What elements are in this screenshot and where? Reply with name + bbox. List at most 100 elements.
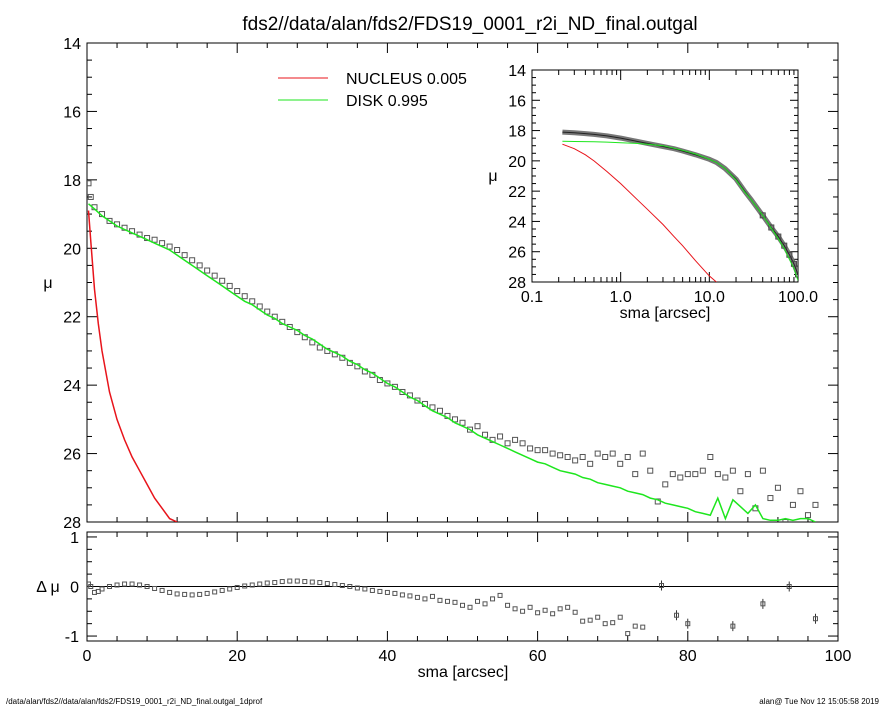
main-ylabel: μ [43,275,52,292]
footer-right-timestamp: alan@ Tue Nov 12 15:05:58 2019 [759,697,879,706]
residual-point [129,581,135,587]
footer-left-path: /data/alan/fds2//data/alan/fds2/FDS19_00… [6,697,263,706]
residual-xlabel: sma [arcsec] [418,664,509,681]
residual-ytick-label: 1 [70,530,79,547]
residual-point [467,604,473,610]
main-data-point [684,471,691,478]
main-data-point [226,282,233,289]
inset-line-disk [562,140,798,281]
main-data-point [512,436,519,443]
residual-point [512,606,518,612]
residual-point [595,614,601,620]
residual-point [99,586,105,592]
residual-point [812,616,818,622]
residual-series [87,578,818,637]
inset-ytick-label: 14 [508,63,526,80]
main-data-point [241,293,248,300]
main-data-point [602,453,609,460]
main-data-point [159,240,166,247]
main-data-point [256,303,263,310]
residual-point [632,623,638,629]
main-data-point [572,457,579,464]
inset-series [562,129,798,282]
inset-xtick-label: 1.0 [610,289,632,306]
residual-point [347,584,353,589]
residual-point [242,583,248,589]
inset-panel: 14 16 18 20 22 24 26 280.1 1.0 10.0 100.0 sma [arcs… [488,63,818,322]
residual-ylabel: Δ μ [36,579,59,596]
residual-point [339,583,345,589]
main-data-point [106,217,113,224]
residual-xtick-label: 40 [379,648,397,665]
main-ytick-label: 14 [63,36,81,53]
residual-point [565,604,571,610]
residual-point [659,583,665,589]
main-data-point [497,433,504,440]
residual-point [760,601,766,607]
main-data-point [414,397,421,404]
main-data-point [166,243,173,250]
residual-point [317,580,323,586]
residual-point [279,579,285,585]
main-data-point [534,447,541,454]
residual-xtick-label: 20 [228,648,246,665]
residual-point [114,582,120,588]
inset-line-nucleus [562,143,717,282]
main-data-point [482,431,489,438]
inset-ylabel: μ [488,168,497,185]
residual-point [542,607,548,613]
main-ytick-label: 18 [63,173,81,190]
residual-point [572,609,578,615]
inset-ytick-label: 16 [508,93,526,110]
residual-point [189,592,195,598]
residual-point [527,604,533,610]
main-data-point [234,288,241,295]
inset-xtick-label: 0.1 [521,289,543,306]
residual-point [287,578,293,584]
residual-xtick-label: 60 [529,648,547,665]
inset-ytick-label: 20 [508,154,526,171]
residual-point [212,589,218,595]
residual-point [264,580,270,586]
residual-point [497,592,503,598]
residual-point [249,582,255,588]
residual-point [422,596,428,602]
residual-point [332,582,338,588]
residual-point [557,606,563,612]
main-data-point [692,471,699,478]
residual-point [122,581,128,587]
residual-point [786,584,792,589]
inset-data-point [759,212,766,219]
main-data-point [196,262,203,269]
residual-point [377,588,383,594]
residual-ytick-label: 0 [70,580,79,597]
main-data-point [759,467,766,474]
main-data-point [729,467,736,474]
main-data-point [249,298,256,305]
residual-xtick-label: 0 [83,648,92,665]
residual-point [460,602,465,608]
main-data-point [399,388,406,395]
residual-point [602,621,608,627]
chart-title: fds2//data/alan/fds2/FDS19_0001_r2i_ND_f… [242,14,697,35]
inset-ytick-label: 18 [508,124,526,141]
main-data-point [662,481,669,488]
inset-ytick-label: 28 [508,275,526,292]
main-line-nucleus [87,210,178,522]
residual-point [407,593,413,599]
residual-point [88,584,94,589]
main-data-point [174,246,181,253]
inset-ytick-label: 22 [508,184,526,201]
main-data-point [767,495,774,502]
main-data-point [797,488,804,495]
residual-point [257,581,263,587]
main-data-point [557,452,564,459]
residual-point [362,586,368,592]
residual-point [309,579,315,585]
residual-point [144,584,150,589]
residual-point [167,589,173,595]
legend-entry-disk: DISK 0.995 [346,93,428,110]
inset-ytick-label: 26 [508,245,526,262]
